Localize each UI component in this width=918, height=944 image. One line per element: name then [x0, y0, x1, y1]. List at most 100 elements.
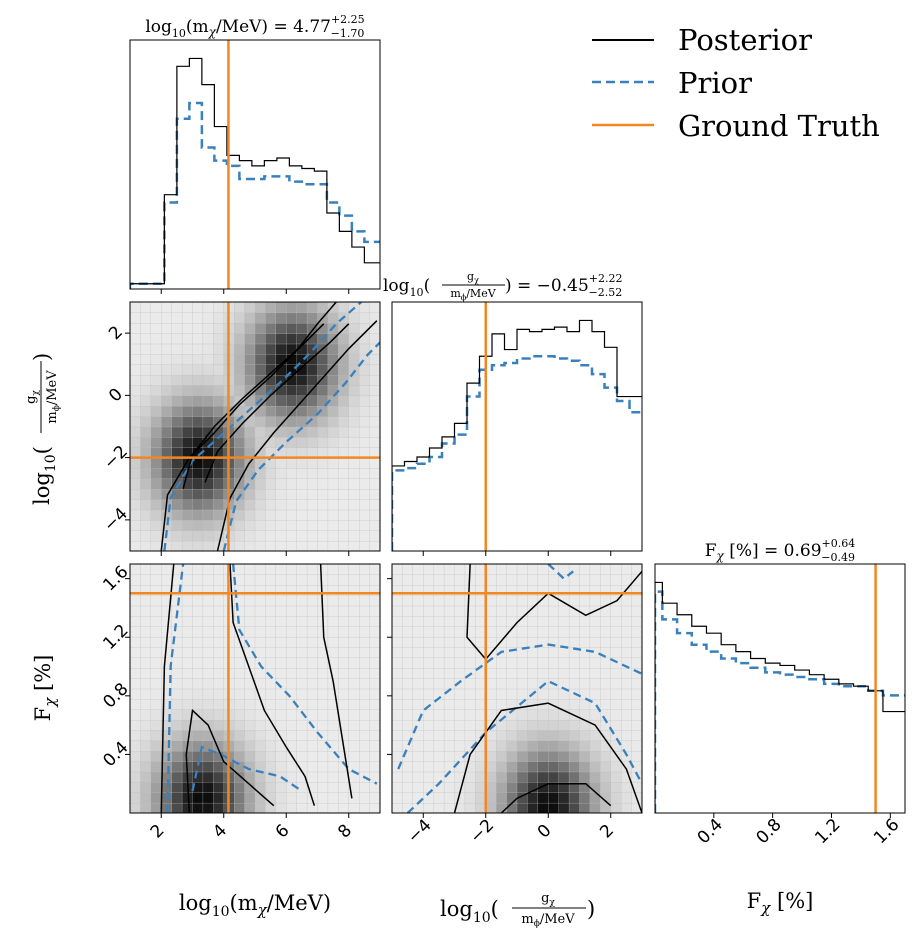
pair-f-vs-m-cell	[369, 564, 380, 576]
pair-f-vs-m-prior-contour-0	[166, 564, 185, 813]
pair-f-vs-m-cell	[359, 626, 371, 638]
pair-f-vs-g-cell	[631, 750, 642, 762]
pair-f-vs-g-cell	[548, 574, 560, 586]
pair-f-vs-m-cell	[317, 698, 329, 710]
pair-g-vs-m-cell	[327, 519, 339, 531]
pair-g-vs-m-cell	[181, 488, 194, 500]
pair-g-vs-m-cell	[265, 353, 277, 365]
pair-f-vs-g-cell	[412, 781, 424, 793]
pair-g-vs-m-cell	[181, 540, 194, 551]
pair-g-vs-m-cell	[348, 384, 360, 397]
pair-g-vs-m-cell	[317, 498, 329, 511]
pair-f-vs-m-cell	[286, 709, 298, 721]
pair-f-vs-g-cell	[506, 760, 518, 773]
pair-f-vs-g-cell	[621, 709, 633, 721]
pair-g-vs-m-cell	[161, 415, 173, 428]
pair-g-vs-m-cell	[369, 498, 380, 511]
pair-f-vs-m-cell	[317, 636, 329, 648]
pair-f-vs-m-cell	[130, 615, 142, 627]
pair-f-vs-m-cell	[348, 750, 360, 762]
pair-g-vs-m-cell	[192, 426, 204, 438]
pair-f-vs-m-cell	[369, 688, 380, 700]
pair-f-vs-m-cell	[306, 626, 319, 638]
pair-f-vs-g-cell	[568, 792, 581, 804]
pair-f-vs-m-cell	[359, 657, 371, 669]
pair-g-vs-m-cell	[202, 395, 214, 407]
pair-f-vs-m-yaxis-ticklabel-1: 0.8	[99, 679, 132, 712]
pair-f-vs-g-xaxis-ticklabel-1: −2	[466, 816, 498, 848]
hist-f-xaxis-ticklabel-3: 1.6	[870, 815, 903, 848]
hist-f-frame	[654, 563, 906, 814]
pair-g-vs-m-cell	[317, 374, 329, 386]
pair-g-vs-m-cell	[254, 436, 267, 448]
pair-f-vs-m-cell	[171, 719, 183, 731]
pair-f-vs-g-cell	[579, 740, 591, 752]
pair-f-vs-g-cell	[568, 574, 581, 586]
pair-f-vs-g-cell	[621, 615, 633, 627]
pair-f-vs-g-cell	[631, 626, 642, 638]
pair-f-vs-g-cell	[443, 657, 456, 669]
pair-f-vs-g-cell	[443, 740, 456, 752]
pair-f-vs-g-cell	[464, 594, 476, 607]
pair-f-vs-g-cell	[443, 574, 456, 586]
pair-g-vs-m-cell	[338, 405, 350, 417]
pair-g-vs-m-cell	[359, 519, 371, 531]
pair-f-vs-g-cell	[485, 574, 497, 586]
pair-f-vs-m-cell	[244, 688, 256, 700]
pair-f-vs-m-cell	[275, 594, 287, 607]
pair-f-vs-g-cell	[621, 626, 633, 638]
pair-f-vs-m-cell	[192, 719, 204, 731]
legend-label-ground-truth: Ground Truth	[678, 109, 880, 143]
pair-f-vs-g-cell	[548, 740, 560, 752]
pair-g-vs-m-cell	[265, 519, 277, 531]
pair-f-vs-g-cell	[610, 709, 622, 721]
pair-f-vs-m-cell	[286, 574, 298, 586]
pair-f-vs-m-cell	[192, 802, 204, 813]
pair-g-vs-m-cell	[254, 322, 267, 334]
pair-f-vs-g-xaxis-ticklabel-2: 0	[534, 821, 556, 843]
pair-f-vs-m-cell	[369, 626, 380, 638]
pair-f-vs-m-cell	[275, 792, 287, 804]
pair-f-vs-m-cell	[244, 698, 256, 710]
pair-f-vs-g-cell	[610, 760, 622, 773]
pair-g-vs-m-cell	[286, 509, 298, 521]
pair-f-vs-m-cell	[254, 615, 267, 627]
pair-f-vs-g-cell	[610, 802, 622, 813]
pair-g-vs-m-cell	[254, 353, 267, 365]
pair-f-vs-m-cell	[348, 594, 360, 607]
pair-f-vs-g-cell	[558, 657, 570, 669]
pair-f-vs-m-cell	[244, 740, 256, 752]
pair-g-vs-m-cell	[359, 530, 371, 542]
pair-f-vs-g-cell	[568, 802, 581, 813]
pair-g-vs-m-cell	[327, 457, 339, 469]
pair-g-vs-m-cell	[265, 405, 277, 417]
svg-text:mϕ/MeV: mϕ/MeV	[45, 370, 62, 424]
pair-g-vs-m-cell	[369, 488, 380, 500]
pair-g-vs-m-cell	[150, 498, 162, 511]
pair-f-vs-g-cell	[589, 750, 601, 762]
pair-f-vs-g-cell	[610, 719, 622, 731]
pair-f-vs-g-cell	[443, 667, 456, 679]
svg-text:Fχ [%]: Fχ [%]	[31, 655, 59, 722]
pair-f-vs-g-cell	[610, 781, 622, 793]
pair-g-vs-m-cell	[150, 322, 162, 334]
pair-g-vs-m-cell	[161, 384, 173, 397]
pair-f-vs-m-cell	[369, 646, 380, 659]
pair-f-vs-g-cell	[589, 688, 601, 700]
pair-g-vs-m-cell	[171, 436, 183, 448]
pair-g-vs-m-cell	[181, 343, 194, 355]
pair-f-vs-g-cell	[537, 802, 549, 813]
pair-f-vs-g-cell	[631, 719, 642, 731]
pair-f-vs-g-cell	[496, 667, 508, 679]
pair-g-vs-m-cell	[234, 312, 246, 324]
pair-f-vs-g-cell	[443, 594, 456, 607]
pair-f-vs-m-cell	[140, 792, 152, 804]
pair-f-vs-m-cell	[171, 792, 183, 804]
pair-f-vs-m-cell	[296, 719, 308, 731]
pair-g-vs-m-cell	[202, 509, 214, 521]
pair-g-vs-m-cell	[234, 509, 246, 521]
pair-f-vs-g-cell	[516, 729, 529, 742]
pair-f-vs-m-cell	[234, 657, 246, 669]
pair-f-vs-g-cell	[516, 636, 529, 648]
pair-g-vs-m-cell	[348, 436, 360, 448]
